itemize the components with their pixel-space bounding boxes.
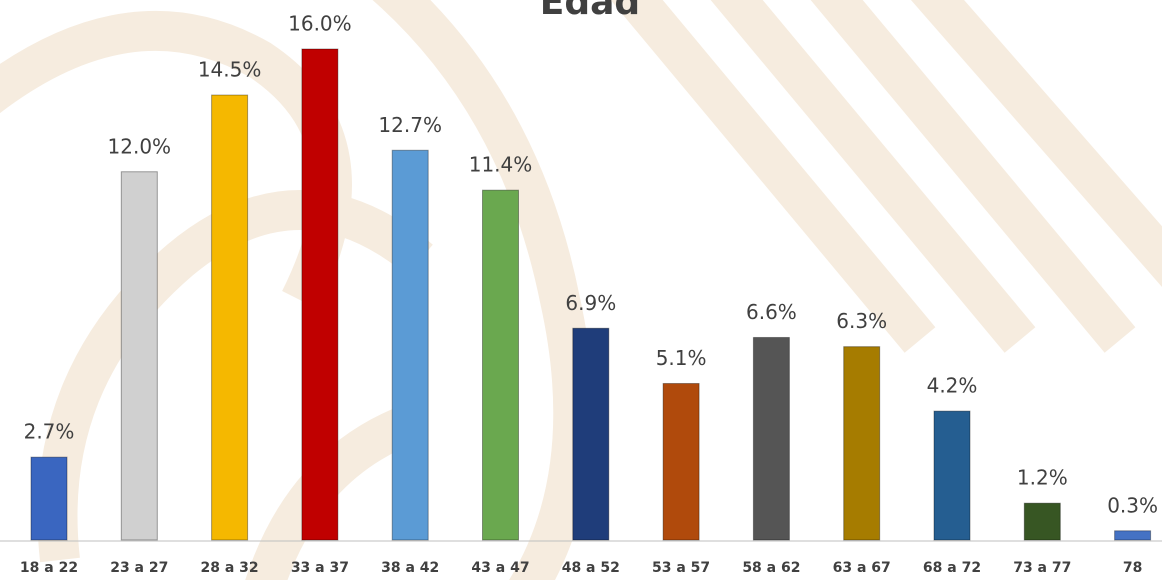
bar bbox=[301, 48, 339, 541]
value-label: 1.2% bbox=[1017, 466, 1068, 490]
bar bbox=[211, 94, 249, 541]
x-tick-label: 53 a 57 bbox=[652, 560, 710, 576]
value-label: 0.3% bbox=[1107, 493, 1158, 517]
x-tick-label: 18 a 22 bbox=[20, 560, 78, 576]
chart-title: Edad bbox=[540, 0, 640, 23]
x-tick-label: 48 a 52 bbox=[562, 560, 620, 576]
value-label: 6.9% bbox=[565, 291, 616, 315]
bar bbox=[572, 327, 610, 541]
value-label: 11.4% bbox=[469, 153, 533, 177]
x-tick-label: 63 a 67 bbox=[833, 560, 891, 576]
bar bbox=[1023, 502, 1061, 541]
value-label: 16.0% bbox=[288, 12, 352, 36]
value-label: 6.3% bbox=[836, 309, 887, 333]
value-label: 2.7% bbox=[24, 420, 75, 444]
value-label: 4.2% bbox=[927, 374, 978, 398]
x-tick-label: 43 a 47 bbox=[471, 560, 529, 576]
bar bbox=[1114, 530, 1152, 541]
value-label: 5.1% bbox=[656, 346, 707, 370]
bar bbox=[482, 189, 519, 541]
value-label: 12.7% bbox=[378, 113, 442, 137]
value-label: 14.5% bbox=[198, 58, 262, 82]
bar bbox=[30, 456, 68, 541]
bar bbox=[843, 346, 881, 541]
x-tick-label: 78 bbox=[1123, 560, 1142, 576]
x-tick-label: 33 a 37 bbox=[291, 560, 349, 576]
x-tick-label: 23 a 27 bbox=[110, 560, 168, 576]
bar bbox=[120, 171, 158, 541]
x-tick-label: 58 a 62 bbox=[742, 560, 800, 576]
bar bbox=[933, 410, 971, 541]
x-tick-label: 73 a 77 bbox=[1013, 560, 1071, 576]
x-tick-label: 38 a 42 bbox=[381, 560, 439, 576]
x-tick-label: 68 a 72 bbox=[923, 560, 981, 576]
bar bbox=[391, 149, 429, 541]
value-label: 6.6% bbox=[746, 300, 797, 324]
bar bbox=[752, 336, 790, 541]
value-label: 12.0% bbox=[108, 134, 172, 158]
bar bbox=[662, 382, 700, 541]
x-tick-label: 28 a 32 bbox=[201, 560, 259, 576]
